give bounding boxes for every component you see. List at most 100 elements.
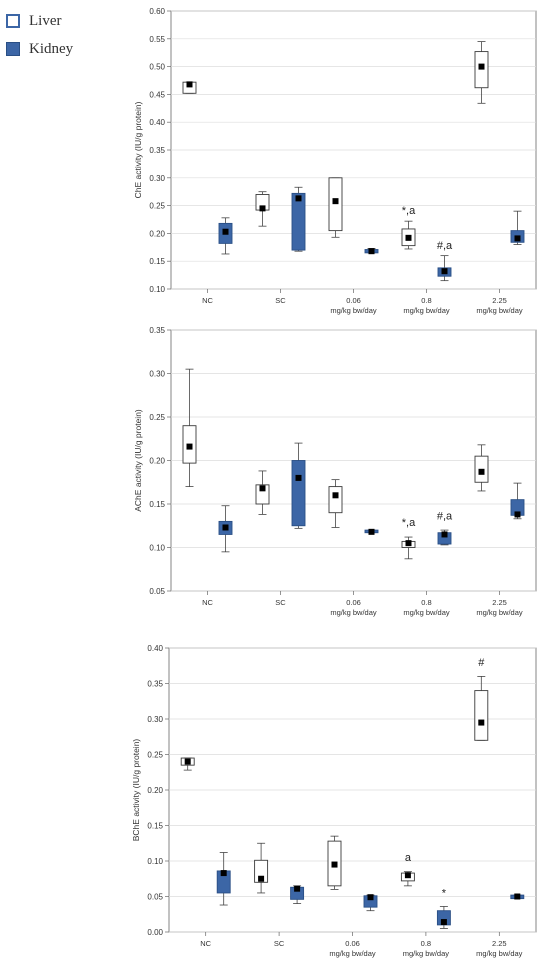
kidney-box xyxy=(291,460,306,527)
liver-box xyxy=(328,486,343,514)
liver-box xyxy=(474,690,489,741)
liver-median-marker xyxy=(332,492,339,499)
x-category-label: 0.06 xyxy=(346,598,361,607)
y-tick-label: 0.40 xyxy=(147,644,163,653)
y-tick-label: 0.25 xyxy=(149,202,165,211)
significance-annotation: #,a xyxy=(437,240,453,252)
kidney-median-marker xyxy=(295,195,302,202)
y-tick-label: 0.10 xyxy=(149,285,165,294)
kidney-median-marker xyxy=(295,474,302,481)
liver-median-marker xyxy=(258,875,265,882)
x-category-label: SC xyxy=(274,939,285,948)
liver-median-marker xyxy=(332,198,339,205)
y-tick-label: 0.25 xyxy=(147,751,163,760)
kidney-median-marker xyxy=(222,524,229,531)
y-tick-label: 0.35 xyxy=(147,680,163,689)
kidney-median-marker xyxy=(441,268,448,275)
liver-median-marker xyxy=(478,63,485,70)
x-category-label: mg/kg bw/day xyxy=(330,608,377,617)
liver-box xyxy=(254,859,269,883)
liver-median-marker xyxy=(405,234,412,241)
x-category-label: 0.8 xyxy=(421,296,431,305)
y-tick-label: 0.25 xyxy=(149,413,165,422)
liver-median-marker xyxy=(259,485,266,492)
x-category-label: mg/kg bw/day xyxy=(330,306,377,315)
x-category-label: mg/kg bw/day xyxy=(403,949,450,958)
liver-median-marker xyxy=(184,758,191,765)
y-tick-label: 0.30 xyxy=(147,715,163,724)
x-category-label: mg/kg bw/day xyxy=(403,608,450,617)
y-tick-label: 0.45 xyxy=(149,90,165,99)
x-category-label: 0.8 xyxy=(421,598,431,607)
kidney-median-marker xyxy=(368,528,375,535)
y-tick-label: 0.35 xyxy=(149,146,165,155)
y-tick-label: 0.10 xyxy=(147,857,163,866)
liver-median-marker xyxy=(331,861,338,868)
y-tick-label: 0.55 xyxy=(149,35,165,44)
y-tick-label: 0.30 xyxy=(149,370,165,379)
x-category-label: 2.25 xyxy=(492,598,507,607)
x-category-label: 2.25 xyxy=(492,296,507,305)
legend-label-liver: Liver xyxy=(29,12,62,29)
y-axis-label: AChE activity (IU/g protein) xyxy=(133,409,143,512)
y-tick-label: 0.05 xyxy=(149,587,165,596)
y-tick-label: 0.60 xyxy=(149,7,165,16)
y-tick-label: 0.20 xyxy=(149,457,165,466)
y-axis-label: ChE activity (IU/g protein) xyxy=(133,101,143,198)
kidney-median-marker xyxy=(440,919,447,926)
y-tick-label: 0.00 xyxy=(147,928,163,937)
liver-median-marker xyxy=(186,443,193,450)
significance-annotation: #,a xyxy=(437,511,453,523)
liver-median-marker xyxy=(186,81,193,88)
x-category-label: SC xyxy=(275,296,286,305)
significance-annotation: *,a xyxy=(402,517,416,529)
y-tick-label: 0.15 xyxy=(149,257,165,266)
y-tick-label: 0.15 xyxy=(149,500,165,509)
significance-annotation: * xyxy=(442,888,447,900)
x-category-label: mg/kg bw/day xyxy=(476,608,523,617)
kidney-median-marker xyxy=(441,531,448,538)
y-tick-label: 0.40 xyxy=(149,118,165,127)
x-category-label: NC xyxy=(202,296,213,305)
kidney-median-marker xyxy=(367,894,374,901)
legend-label-kidney: Kidney xyxy=(29,40,74,57)
y-tick-label: 0.15 xyxy=(147,822,163,831)
x-category-label: NC xyxy=(202,598,213,607)
significance-annotation: # xyxy=(478,657,485,669)
kidney-median-marker xyxy=(222,228,229,235)
liver-median-marker xyxy=(478,468,485,475)
liver-median-marker xyxy=(404,872,411,879)
x-category-label: 2.25 xyxy=(492,939,507,948)
liver-box xyxy=(328,177,343,232)
x-category-label: SC xyxy=(275,598,286,607)
liver-box xyxy=(255,484,270,505)
kidney-median-marker xyxy=(294,885,301,892)
significance-annotation: a xyxy=(405,852,412,864)
liver-median-marker xyxy=(259,205,266,212)
liver-median-marker xyxy=(405,540,412,547)
kidney-median-marker xyxy=(368,248,375,255)
kidney-median-marker xyxy=(514,511,521,518)
y-tick-label: 0.35 xyxy=(149,326,165,335)
kidney-median-marker xyxy=(514,235,521,242)
x-category-label: mg/kg bw/day xyxy=(476,306,523,315)
y-tick-label: 0.20 xyxy=(147,786,163,795)
legend: Liver Kidney xyxy=(6,10,73,66)
kidney-median-marker xyxy=(220,870,227,877)
y-axis-label: BChE activity (IU/g protein) xyxy=(131,739,141,842)
y-tick-label: 0.50 xyxy=(149,63,165,72)
kidney-box xyxy=(291,192,306,251)
x-category-label: mg/kg bw/day xyxy=(403,306,450,315)
liver-swatch-icon xyxy=(6,14,20,28)
liver-box xyxy=(474,51,489,89)
legend-item-kidney: Kidney xyxy=(6,38,73,60)
significance-annotation: *,a xyxy=(402,205,416,217)
x-category-label: 0.8 xyxy=(421,939,431,948)
x-category-label: 0.06 xyxy=(346,296,361,305)
y-tick-label: 0.30 xyxy=(149,174,165,183)
x-category-label: mg/kg bw/day xyxy=(329,949,376,958)
x-category-label: mg/kg bw/day xyxy=(476,949,523,958)
kidney-swatch-icon xyxy=(6,42,20,56)
legend-item-liver: Liver xyxy=(6,10,73,32)
